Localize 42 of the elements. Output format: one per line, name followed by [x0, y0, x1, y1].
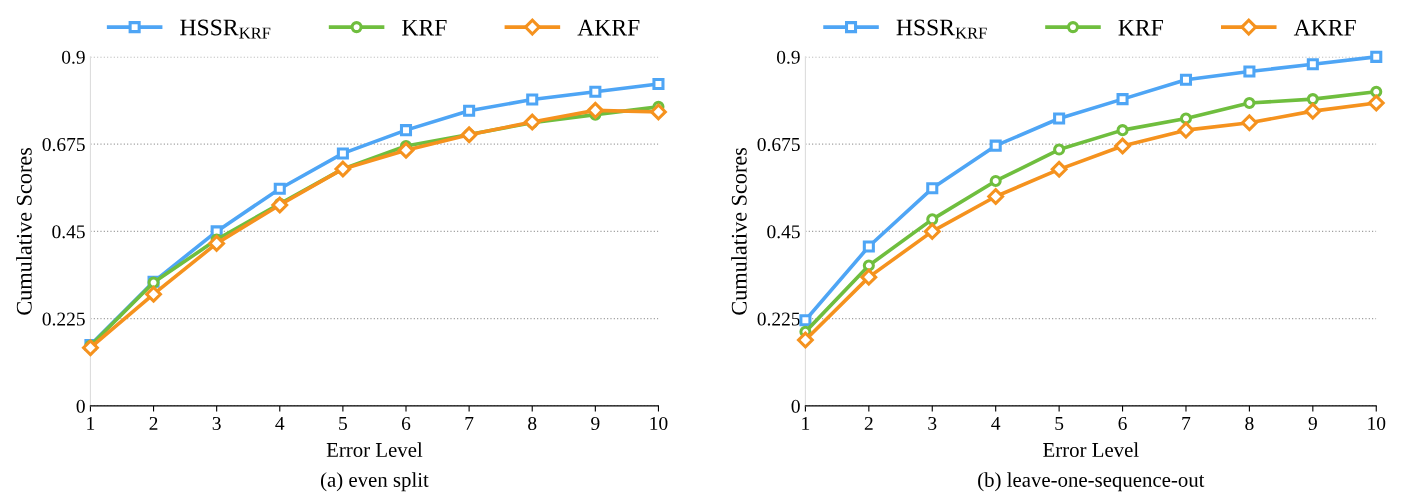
y-tick-label: 0	[76, 399, 85, 413]
x-tick-label: 9	[1308, 416, 1317, 431]
y-tick-label: 0	[791, 399, 800, 413]
x-axis-title: Error Level	[326, 442, 423, 457]
x-tick-label: 6	[401, 416, 411, 431]
text: (b) leave-one-sequence-out	[978, 472, 1205, 492]
x-tick-label: 6	[1118, 416, 1127, 431]
x-tick-label: 9	[591, 416, 600, 431]
x-tick-label: 2	[864, 416, 873, 430]
legend-label: KRF	[402, 19, 447, 36]
y-tick-label: 0.675	[757, 137, 800, 152]
x-tick-label: 8	[1245, 416, 1254, 431]
y-axis-title: Cumulative Scores	[16, 147, 32, 315]
x-tick-label: 7	[465, 417, 474, 430]
x-tick-label: 7	[1182, 417, 1191, 430]
legend-label: HSSR$_{KRF}$	[180, 19, 271, 39]
x-tick-label: 10	[1368, 416, 1386, 431]
x-tick-label: 5	[1055, 417, 1064, 431]
y-tick-label: 0.225	[757, 312, 800, 326]
text: (a) even split	[320, 472, 429, 492]
x-tick-label: 3	[212, 416, 221, 431]
legend-label: AKRF	[1293, 19, 1356, 36]
x-tick-label: 8	[528, 416, 537, 431]
y-tick-label: 0.45	[52, 225, 85, 239]
y-tick-label: 0.9	[776, 50, 800, 64]
x-tick-label: 5	[339, 417, 347, 431]
y-tick-label: 0.675	[42, 137, 85, 152]
legend-label: AKRF	[577, 19, 640, 36]
legend-label: KRF	[1118, 19, 1163, 36]
x-tick-label: 2	[149, 416, 158, 430]
y-tick-label: 0.225	[42, 312, 85, 326]
x-tick-label: 1	[87, 416, 95, 430]
x-tick-label: 10	[650, 416, 668, 431]
x-tick-label: 4	[991, 417, 1001, 430]
x-tick-label: 1	[802, 416, 810, 430]
x-tick-label: 4	[275, 417, 285, 430]
legend-label: HSSR$_{KRF}$	[896, 19, 987, 39]
y-tick-label: 0.9	[62, 50, 85, 64]
x-axis-title: Error Level	[1043, 442, 1139, 457]
x-tick-label: 3	[928, 416, 937, 431]
y-axis-title: Cumulative Scores	[731, 147, 747, 315]
y-tick-label: 0.45	[767, 225, 800, 239]
